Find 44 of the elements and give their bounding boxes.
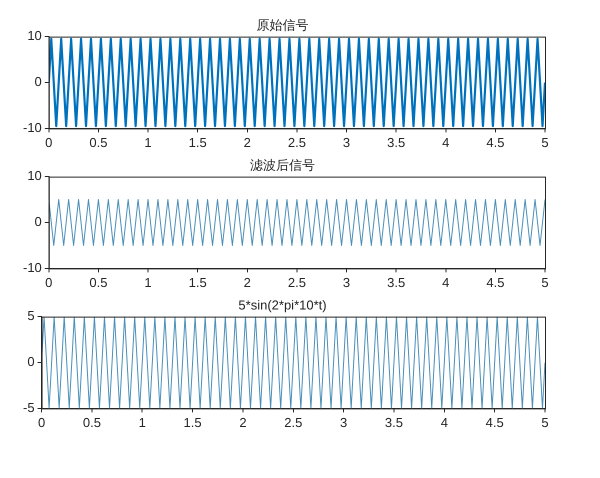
x-tick-label: 4.5: [486, 414, 504, 430]
y-tick-label: 10: [27, 28, 42, 44]
x-tick-label: 0.5: [89, 274, 108, 290]
y-tick-label: 0: [34, 74, 42, 90]
y-tick-label: 5: [27, 308, 35, 324]
y-tick-label: 10: [27, 168, 42, 184]
chart-title: 5*sin(2*pi*10*t): [238, 297, 327, 312]
y-tick-label: 0: [34, 214, 42, 230]
y-tick-label: -10: [22, 260, 42, 275]
x-tick-label: 4: [442, 274, 450, 290]
x-tick-label: 5: [541, 274, 549, 290]
x-tick-label: 0.5: [82, 414, 101, 430]
chart-title: 原始信号: [256, 17, 308, 32]
x-tick-label: 1.5: [184, 414, 202, 430]
x-tick-label: 1: [138, 414, 146, 430]
x-tick-label: 4.5: [486, 134, 504, 150]
y-tick-label: 0: [27, 354, 35, 370]
x-tick-label: 1: [144, 274, 152, 290]
x-tick-label: 0.5: [89, 134, 108, 150]
x-tick-label: 3.5: [384, 414, 404, 430]
x-tick-label: 0: [45, 274, 52, 290]
x-tick-label: 2.5: [284, 414, 302, 430]
x-tick-label: 2: [244, 274, 251, 290]
x-tick-label: 3.5: [387, 274, 406, 290]
x-tick-label: 2: [244, 134, 251, 150]
x-tick-label: 4.5: [486, 274, 504, 290]
x-tick-label: 2: [239, 414, 247, 430]
x-tick-label: 3.5: [387, 134, 406, 150]
x-tick-label: 3: [340, 414, 348, 430]
x-tick-label: 1.5: [188, 134, 207, 150]
y-tick-label: -10: [22, 120, 42, 135]
x-tick-label: 3: [342, 274, 350, 290]
x-tick-label: 1: [144, 134, 152, 150]
x-tick-label: 5: [541, 414, 549, 430]
x-tick-label: 2.5: [288, 274, 306, 290]
x-tick-label: 3: [342, 134, 350, 150]
chart-title: 滤波后信号: [250, 157, 315, 172]
x-tick-label: 5: [541, 134, 549, 150]
x-tick-label: 1.5: [188, 274, 207, 290]
x-tick-label: 2.5: [288, 134, 306, 150]
x-tick-label: 4: [442, 134, 450, 150]
y-tick-label: -5: [22, 400, 35, 415]
x-tick-label: 0: [45, 134, 52, 150]
x-tick-label: 4: [440, 414, 448, 430]
